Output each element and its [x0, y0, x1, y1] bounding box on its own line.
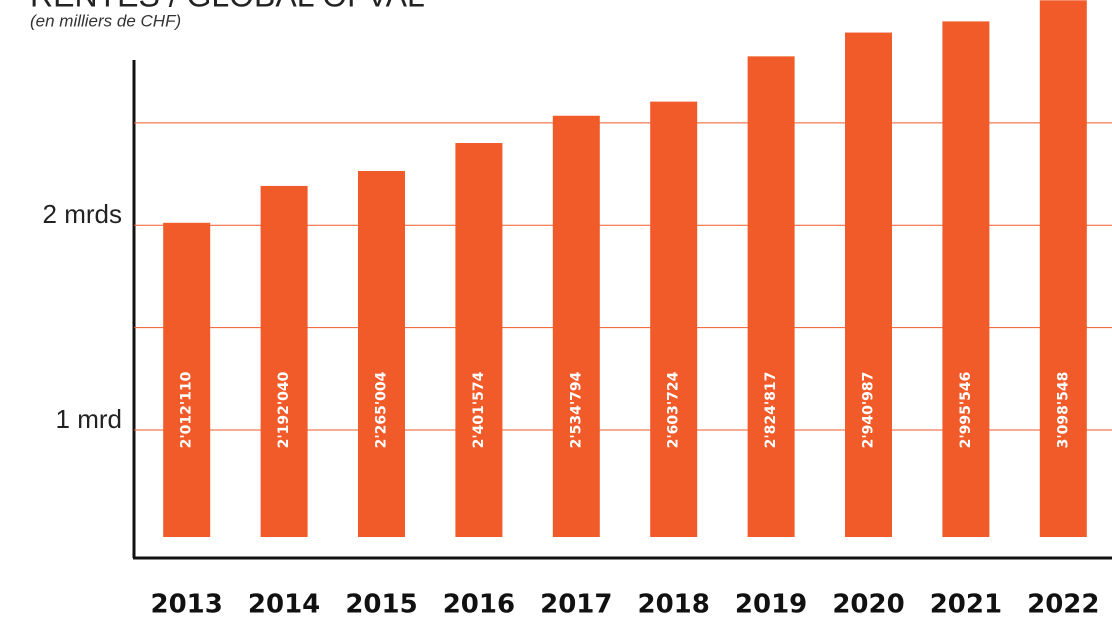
bar: [358, 170, 405, 537]
x-tick-label: 2015: [345, 590, 417, 618]
bar: [747, 56, 795, 538]
value-label: 2'401'574: [471, 371, 487, 448]
value-label: 2'192'040: [276, 371, 292, 448]
bar: [942, 21, 990, 538]
value-label: 2'603'724: [666, 371, 682, 448]
x-tick-label: 2016: [443, 590, 515, 618]
x-tick-label: 2018: [638, 590, 710, 618]
value-label: 2'265'004: [374, 371, 390, 448]
bar: [650, 101, 698, 537]
bar: [455, 143, 503, 538]
value-label: 2'995'546: [958, 372, 974, 449]
x-tick-label: 2013: [151, 590, 223, 618]
x-tick-label: 2020: [832, 590, 904, 618]
y-tick-label: 2 mrds: [43, 199, 122, 229]
value-label: 3'098'548: [1055, 372, 1071, 449]
x-tick-label: 2022: [1027, 590, 1099, 618]
bar: [260, 185, 308, 537]
value-label: 2'534'794: [568, 371, 584, 448]
x-tick-label: 2017: [540, 590, 612, 618]
bar: [1039, 0, 1087, 537]
value-label: 2'012'110: [179, 371, 195, 448]
bar: [845, 32, 892, 537]
value-label: 2'824'817: [763, 372, 779, 449]
value-label: 2'940'987: [861, 372, 877, 449]
chart-subtitle: (en milliers de CHF): [30, 11, 181, 30]
bar: [552, 115, 600, 537]
bar: [163, 222, 211, 538]
chart-title: RENTES / GLOBAL OFVAL: [30, 0, 425, 13]
x-tick-label: 2014: [248, 590, 320, 618]
y-tick-label: 1 mrd: [56, 404, 122, 434]
x-tick-label: 2021: [930, 590, 1002, 618]
x-tick-label: 2019: [735, 590, 807, 618]
